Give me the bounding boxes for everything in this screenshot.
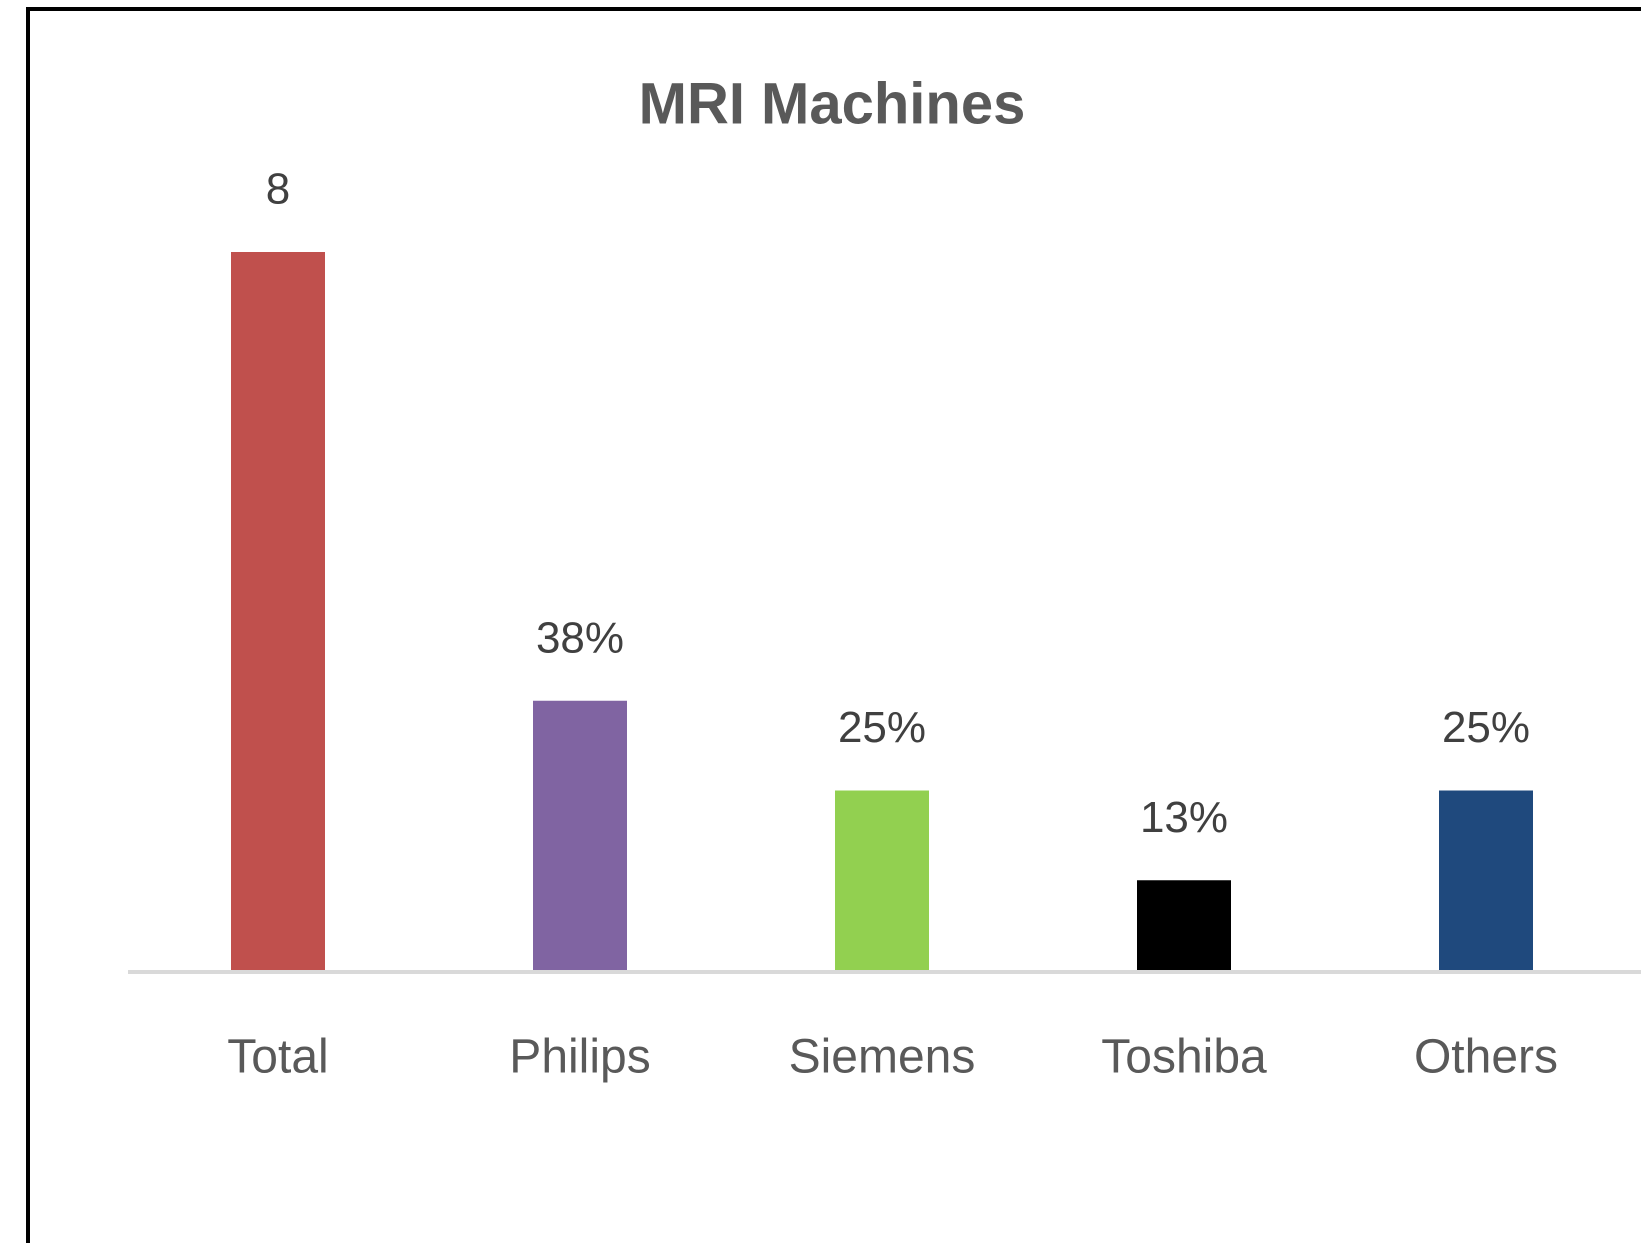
chart-border	[26, 7, 1641, 1243]
bar	[533, 700, 627, 970]
bar	[1439, 790, 1533, 970]
x-tick-label: Philips	[509, 1031, 650, 1084]
x-tick-label: Siemens	[789, 1031, 976, 1084]
bar	[835, 790, 929, 970]
x-tick-label: Others	[1414, 1031, 1558, 1084]
chart-title: MRI Machines	[639, 71, 1026, 136]
bar	[231, 252, 325, 970]
data-label: 8	[266, 165, 290, 214]
data-label: 38%	[536, 613, 624, 662]
data-label: 25%	[1442, 703, 1530, 752]
data-label: 25%	[838, 703, 926, 752]
bar	[1137, 880, 1231, 970]
x-tick-label: Total	[227, 1031, 328, 1084]
data-label: 13%	[1140, 793, 1228, 842]
x-tick-label: Toshiba	[1101, 1031, 1267, 1084]
